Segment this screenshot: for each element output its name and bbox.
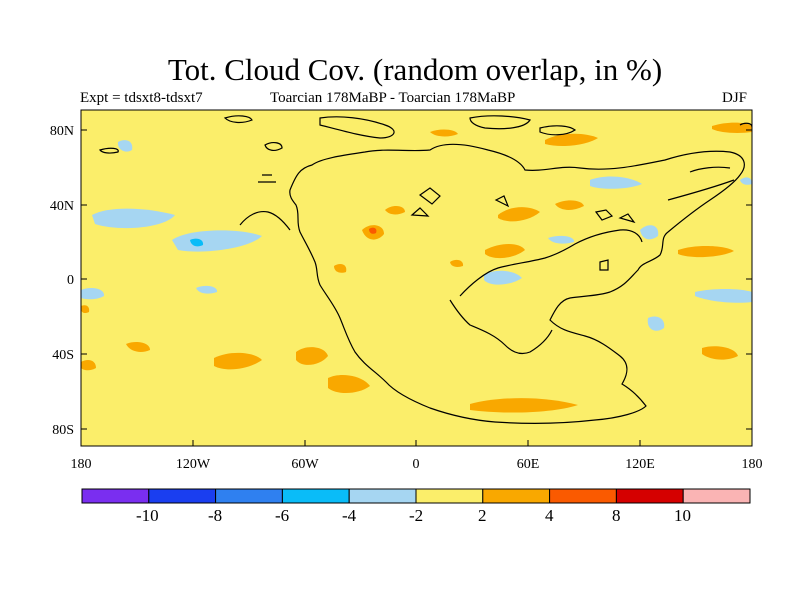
pos-patch-south-6: [470, 398, 578, 413]
neg-patch-tethys: [484, 270, 522, 285]
pos-patch-arctic-2: [545, 133, 598, 146]
colorbar-box: [348, 488, 417, 504]
neg-patch-east-asia: [590, 176, 642, 189]
colorbar-label: -4: [342, 506, 357, 525]
neg-patch-central-band: [196, 285, 218, 294]
neg-patch-mid-east: [548, 235, 575, 244]
y-tick-label: 40N: [50, 199, 74, 214]
neg-core-pacific: [190, 238, 204, 247]
pos-patch-south-4: [126, 342, 150, 352]
colorbar: [81, 488, 751, 504]
y-tick-label: 40S: [52, 348, 74, 363]
pos-patch-south-7: [702, 346, 738, 360]
pos-patch-equator-mid: [450, 259, 464, 267]
period-label: Toarcian 178MaBP - Toarcian 178MaBP: [270, 90, 516, 106]
neg-patch-east-pacific: [81, 288, 105, 300]
pos-patch-central-tethys: [498, 207, 540, 222]
x-tick-label: 60E: [517, 457, 540, 472]
pos-patch-south-2: [296, 347, 328, 365]
coastline-arctic-2: [469, 115, 531, 130]
y-tick-label: 80N: [50, 124, 74, 139]
colorbar-label: 2: [478, 506, 487, 525]
x-tick-label: 0: [413, 457, 420, 472]
x-tick-label: 180: [71, 457, 92, 472]
pos-patch-west-edge: [81, 305, 90, 314]
y-tick-label: 80S: [52, 423, 74, 438]
colorbar-label: 8: [612, 506, 621, 525]
coastline-island-arc: [239, 210, 291, 231]
neg-patch-south-east: [647, 316, 665, 331]
pos-patch-east-tethys: [485, 244, 525, 259]
colorbar-label: -2: [409, 506, 424, 525]
pos-patch-arctic-3: [712, 122, 752, 133]
x-tick-label: 180: [742, 457, 763, 472]
coastline-arctic-3: [539, 125, 577, 136]
coastline-africa-north: [449, 299, 553, 355]
map-title: Tot. Cloud Cov. (random overlap, in %): [167, 52, 663, 87]
coastline-arctic-6: [99, 147, 119, 154]
pos-patch-south-3: [328, 374, 370, 394]
coastline-tethys: [459, 229, 643, 297]
coastline-island-chain: [410, 187, 510, 217]
colorbar-box: [81, 488, 150, 504]
pos-patch-west-coast: [334, 264, 347, 273]
colorbar-box: [415, 488, 484, 504]
colorbar-box: [615, 488, 684, 504]
coastline-island-west: [258, 174, 276, 183]
neg-patch-pacific-north: [92, 208, 175, 229]
map-background: [81, 110, 752, 446]
coastline-arctic-4: [223, 115, 253, 124]
season-label: DJF: [722, 90, 748, 106]
colorbar-box: [482, 488, 551, 504]
colorbar-label: 10: [674, 506, 691, 525]
pos-patch-tethys-north: [385, 206, 405, 215]
colorbar-box: [215, 488, 283, 504]
neg-patch-arctic-west: [117, 140, 133, 152]
pos-patch-south-5: [81, 360, 96, 371]
tick-marks: [80, 129, 753, 446]
colorbar-box: [682, 488, 751, 504]
colorbar-label: -8: [208, 506, 223, 525]
colorbar-box: [281, 488, 350, 504]
colorbar-box: [148, 488, 217, 504]
coastline-pangaea: [289, 143, 745, 424]
neg-patch-arctic-east: [740, 177, 752, 185]
coastline-arctic-1: [319, 116, 395, 139]
pos-patch-south-1: [214, 352, 262, 370]
x-tick-label: 120W: [176, 457, 211, 472]
colorbar-box: [549, 488, 617, 504]
pos-patch-equator-east: [678, 245, 734, 258]
pos-patch-arctic-1: [430, 129, 458, 137]
neg-patch-far-east: [695, 289, 752, 303]
anomaly-patches: [81, 122, 752, 413]
coastline-arctic-5: [264, 142, 283, 151]
neg-patch-pacific-central: [172, 230, 262, 252]
coastline-east-islands: [594, 209, 636, 271]
x-tick-label: 60W: [291, 457, 319, 472]
coastlines: [99, 115, 752, 424]
pos-core-tethys: [369, 227, 377, 234]
pos-patch-east-coast: [555, 200, 584, 210]
y-tick-label: 0: [67, 273, 74, 288]
colorbar-label: -6: [275, 506, 290, 525]
colorbar-label: 4: [545, 506, 554, 525]
coastline-east-margin: [667, 166, 735, 201]
experiment-label: Expt = tdsxt8-tdsxt7: [80, 90, 203, 106]
x-tick-label: 120E: [625, 457, 655, 472]
neg-patch-east-margin: [640, 225, 659, 240]
colorbar-label: -10: [136, 506, 159, 525]
